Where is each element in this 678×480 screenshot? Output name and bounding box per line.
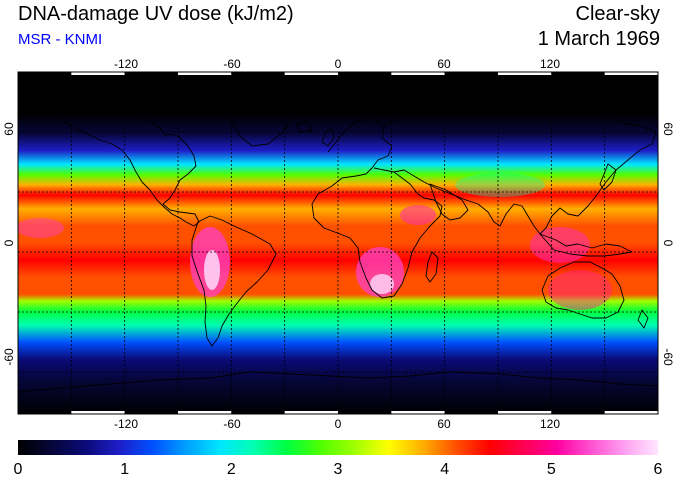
map-date: 1 March 1969: [537, 28, 660, 50]
greenland-coast: [230, 99, 293, 147]
lon-label-top: 120: [540, 57, 560, 71]
lon-label-bottom: 60: [437, 417, 451, 431]
frame-tick: [231, 411, 285, 414]
andes-peak-hotspot: [204, 250, 220, 290]
frame-tick: [444, 72, 498, 75]
japan-coast: [599, 163, 617, 191]
frame-tick: [124, 411, 178, 414]
frame-tick: [18, 411, 72, 414]
australia-hotspot: [548, 270, 612, 310]
map-panel: [17, 71, 659, 415]
lat-label-left: -60: [2, 348, 16, 366]
colorbar-label: 6: [654, 461, 663, 478]
europe-africa-coast: [311, 117, 443, 299]
frame-tick: [604, 72, 658, 75]
lat-label-left: 0: [2, 239, 16, 246]
frame-tick: [604, 411, 658, 414]
frame-tick: [391, 72, 445, 75]
southern-africa-peak: [370, 274, 394, 294]
lon-label-top: -60: [223, 57, 241, 71]
frame-tick: [444, 411, 498, 414]
frame-tick: [338, 411, 392, 414]
frame-tick: [124, 72, 178, 75]
frame-tick: [284, 411, 338, 414]
pacific-hotspot: [18, 218, 64, 238]
colorbar-strip: [18, 440, 658, 455]
arabia-coast: [429, 183, 469, 221]
asia-coast: [383, 105, 657, 235]
lat-label-right: -60: [661, 348, 675, 366]
lon-label-bottom: -60: [223, 417, 241, 431]
new-zealand-coast: [637, 309, 649, 329]
map-title: DNA-damage UV dose (kJ/m2): [18, 3, 294, 25]
frame-tick: [71, 72, 125, 75]
map-grid: [18, 72, 658, 414]
latitude-labels-right: 60 0 -60: [661, 122, 675, 366]
frame-tick: [178, 411, 232, 414]
uk-coast: [321, 127, 335, 147]
east-africa-hotspot: [400, 205, 436, 225]
antarctica-coast: [18, 371, 658, 393]
colorbar-label: 2: [227, 461, 236, 478]
colorbar-label: 0: [14, 461, 23, 478]
frame-tick: [71, 411, 125, 414]
lon-label-bottom: 0: [335, 417, 342, 431]
longitude-labels-top: -120 -60 0 60 120: [114, 57, 560, 71]
lat-label-left: 60: [2, 122, 16, 136]
frame-tick: [338, 72, 392, 75]
iceland-coast: [295, 121, 313, 133]
madagascar-coast: [425, 251, 439, 283]
map-frame: [17, 71, 659, 415]
frame-tick: [18, 72, 72, 75]
frame-tick: [551, 72, 605, 75]
frame-tick: [498, 411, 552, 414]
frame-tick: [498, 72, 552, 75]
lat-label-right: 0: [661, 240, 675, 247]
frame-tick: [178, 72, 232, 75]
frame-tick: [391, 411, 445, 414]
frame-tick: [551, 411, 605, 414]
sky-condition: Clear-sky: [575, 3, 660, 25]
latitude-labels-left: 60 0 -60: [2, 122, 16, 366]
lon-label-top: -120: [114, 57, 138, 71]
colorbar-label: 3: [334, 461, 343, 478]
himalaya-highland: [455, 173, 545, 197]
colorbar-label: 5: [547, 461, 556, 478]
lon-label-bottom: 120: [540, 417, 560, 431]
south-america-coast: [191, 215, 277, 347]
lon-label-bottom: -120: [114, 417, 138, 431]
lon-label-top: 0: [335, 57, 342, 71]
frame-tick: [284, 72, 338, 75]
lon-label-top: 60: [437, 57, 451, 71]
frame-tick: [231, 72, 285, 75]
uv-hotspots: [18, 173, 612, 310]
axis-ticks: [18, 72, 658, 414]
indochina-islands-coast: [539, 233, 633, 257]
north-america-coast: [57, 108, 200, 227]
lat-label-right: 60: [661, 122, 675, 136]
map-subtitle: MSR - KNMI: [18, 31, 103, 48]
colorbar-label: 4: [440, 461, 449, 478]
coastlines: [18, 99, 658, 393]
colorbar: 0 1 2 3 4 5 6: [14, 440, 663, 478]
colorbar-label: 1: [120, 461, 129, 478]
longitude-labels-bottom: -120 -60 0 60 120: [114, 417, 560, 431]
